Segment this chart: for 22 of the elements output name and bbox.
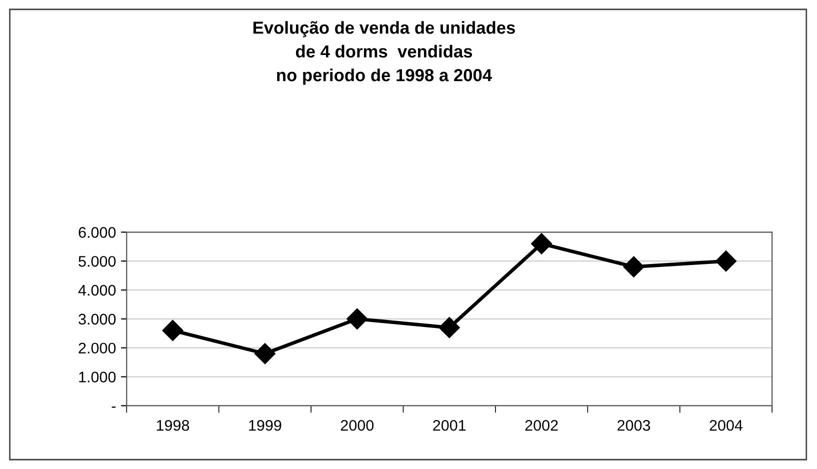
point xyxy=(531,233,552,254)
x-tick-label: 1999 xyxy=(249,420,282,431)
x-tick-label: 2003 xyxy=(618,420,650,431)
point xyxy=(162,320,184,342)
x-tick-label: 2000 xyxy=(340,420,374,431)
point xyxy=(254,343,276,364)
y-tick-label: 6.000 xyxy=(78,227,116,238)
y-tick-label: 1.000 xyxy=(79,372,116,382)
y-tick-label: 3.000 xyxy=(78,314,116,325)
x-tick-label: 2004 xyxy=(710,420,743,431)
x-tick-label: 2001 xyxy=(433,420,466,431)
point xyxy=(623,256,644,278)
y-tick-label: 5.000 xyxy=(78,256,116,267)
y-tick-label: 4.000 xyxy=(78,284,116,296)
point xyxy=(438,317,460,338)
x-tick-label: 2002 xyxy=(525,420,558,431)
y-tick-label: 2.000 xyxy=(78,342,116,354)
chart-title: Evolução de venda de unidades de 4 dorms vendidas no periodo de 1998 a 2004 xyxy=(253,21,515,85)
y-tick-label: - xyxy=(112,406,116,408)
point xyxy=(346,308,368,330)
point xyxy=(715,250,736,272)
x-tick-label: 1998 xyxy=(156,420,190,431)
